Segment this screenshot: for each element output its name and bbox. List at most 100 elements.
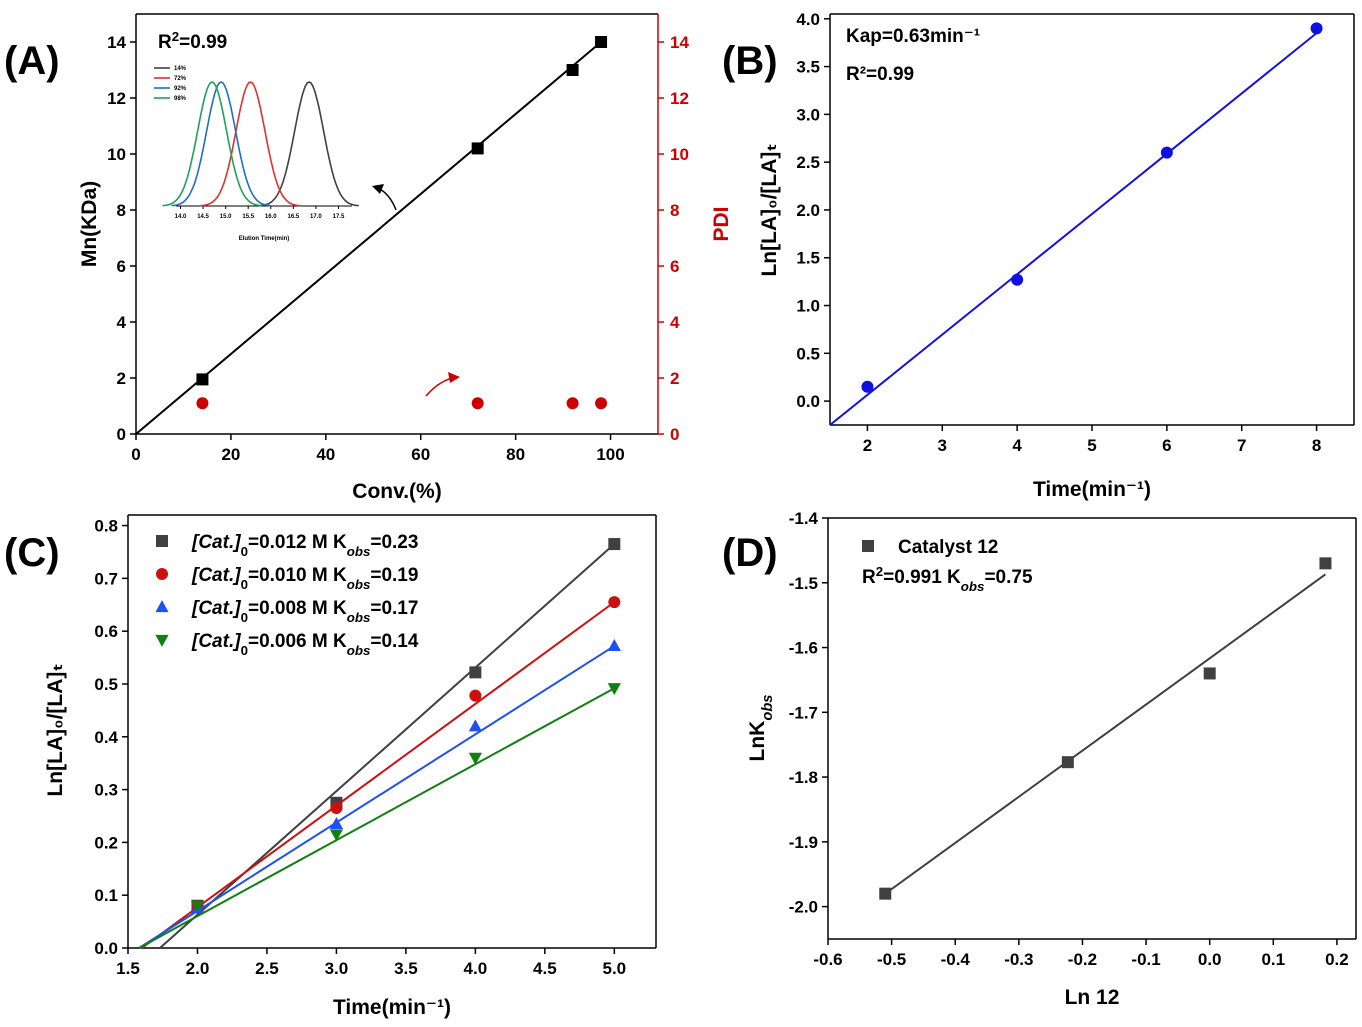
inset-x-label: Elution Time(min) bbox=[239, 236, 290, 242]
data-point bbox=[468, 752, 482, 765]
legend-marker bbox=[862, 540, 874, 552]
data-point bbox=[1203, 667, 1216, 680]
y-tick-label: 0.0 bbox=[94, 939, 118, 958]
inset-x-tick-label: 16.5 bbox=[287, 214, 299, 220]
inset-legend-label: 14% bbox=[174, 66, 187, 72]
y-tick-label: 0 bbox=[117, 425, 126, 444]
arrow-head bbox=[372, 184, 384, 194]
rate-annotation: Kap=0.63min⁻¹ bbox=[846, 26, 980, 47]
y-tick-label: 10 bbox=[670, 145, 689, 164]
data-point bbox=[879, 887, 892, 900]
y-tick-label: 0 bbox=[670, 425, 679, 444]
data-point bbox=[1011, 273, 1024, 286]
fit-line bbox=[829, 32, 1318, 426]
inset-legend-label: 72% bbox=[174, 76, 187, 82]
x-tick-label: 4.5 bbox=[533, 959, 557, 978]
data-point bbox=[469, 689, 482, 702]
y-tick-label: 8 bbox=[670, 201, 679, 220]
fit-annotation: R2=0.991 Kobs=0.75 bbox=[862, 564, 1033, 594]
y-tick-label: 1.0 bbox=[796, 297, 820, 316]
y-tick-label: 3.5 bbox=[796, 58, 820, 77]
inset-x-tick-label: 14.5 bbox=[197, 214, 209, 220]
y-tick-label: -1.7 bbox=[789, 703, 818, 722]
x-tick-label: 3.5 bbox=[394, 959, 418, 978]
x-tick-label: -0.5 bbox=[877, 950, 906, 969]
panel-c: (C) 1.5 2.0 2.5 3.0 3.5 4.0 4.5 5.0 0.0 0.1 0.2 0.3 0… bbox=[4, 514, 657, 1019]
y-tick-label: 0.0 bbox=[796, 392, 820, 411]
y-tick-label: 0.1 bbox=[94, 886, 118, 905]
x-tick-label: 2 bbox=[863, 436, 872, 455]
arrow-head bbox=[448, 372, 460, 383]
panel-d: (D) -0.6 -0.5 -0.4 -0.3 -0.2 -0.1 0.0 0.1 0.2 -2.0… bbox=[722, 509, 1357, 1009]
panel-label: (D) bbox=[722, 531, 778, 575]
data-point bbox=[608, 596, 621, 609]
x-tick-label: 4.0 bbox=[464, 959, 488, 978]
x-tick-label: 5 bbox=[1087, 436, 1096, 455]
y-tick-label: 2.5 bbox=[796, 153, 820, 172]
fit-line bbox=[141, 601, 615, 949]
legend-marker bbox=[155, 634, 169, 647]
data-point bbox=[1310, 22, 1323, 35]
y-tick-label: 10 bbox=[107, 145, 126, 164]
data-point bbox=[190, 900, 205, 913]
fit-line bbox=[138, 687, 615, 949]
x-axis-label: Time(min⁻¹) bbox=[333, 996, 451, 1019]
legend-entry: [Cat.]0=0.010 M Kobs=0.19 bbox=[191, 565, 418, 592]
y-tick-label: 6 bbox=[117, 257, 126, 276]
x-tick-label: 7 bbox=[1237, 436, 1246, 455]
fit-line bbox=[884, 573, 1327, 895]
inset-legend-label: 98% bbox=[174, 96, 187, 102]
legend-marker bbox=[155, 600, 169, 613]
inset-x-tick-label: 17.5 bbox=[333, 214, 345, 220]
data-point bbox=[330, 802, 343, 815]
data-point bbox=[607, 683, 621, 696]
inset-trace bbox=[200, 81, 301, 207]
x-axis-label: Ln 12 bbox=[1065, 986, 1120, 1009]
legend-entry: [Cat.]0=0.008 M Kobs=0.17 bbox=[191, 598, 418, 625]
fit-line bbox=[138, 645, 615, 949]
y-tick-label: 2 bbox=[117, 369, 126, 388]
arrow-to-right-axis bbox=[425, 377, 453, 397]
x-tick-label: 80 bbox=[506, 445, 525, 464]
data-point bbox=[1160, 146, 1173, 159]
inset-x-tick-label: 14.0 bbox=[175, 214, 187, 220]
x-axis-label: Time(min⁻¹) bbox=[1033, 478, 1151, 501]
y2-axis-label: PDI bbox=[710, 206, 733, 241]
mn-point bbox=[196, 373, 209, 386]
y-tick-label: 12 bbox=[107, 89, 126, 108]
x-tick-label: 2.5 bbox=[255, 959, 279, 978]
legend-marker bbox=[156, 535, 168, 547]
y-tick-label: 4.0 bbox=[796, 10, 820, 29]
data-point bbox=[469, 666, 482, 679]
y-tick-label: 0.7 bbox=[94, 569, 118, 588]
data-point bbox=[1319, 557, 1332, 570]
y-tick-label: 2.0 bbox=[796, 201, 820, 220]
y-tick-label: 1.5 bbox=[796, 249, 820, 268]
panel-b: (B) 2 3 4 5 6 7 8 0.0 0.5 1.0 1.5 2.0 2.5 3.0 3.5 4.0 Tim… bbox=[722, 10, 1355, 501]
r-squared-annotation: R²=0.99 bbox=[846, 64, 914, 85]
y-tick-label: 0.5 bbox=[796, 344, 820, 363]
legend-entry: [Cat.]0=0.006 M Kobs=0.14 bbox=[191, 631, 419, 658]
y-tick-label: -2.0 bbox=[789, 898, 818, 917]
x-tick-label: 20 bbox=[221, 445, 240, 464]
panel-label: (C) bbox=[4, 531, 60, 575]
legend-entry: [Cat.]0=0.012 M Kobs=0.23 bbox=[191, 532, 418, 559]
data-point bbox=[861, 380, 874, 393]
data-point bbox=[329, 829, 344, 842]
x-tick-label: 5.0 bbox=[602, 959, 626, 978]
y-axis-label: Ln[LA]₀/[LA]ₜ bbox=[758, 143, 781, 276]
y-tick-label: -1.8 bbox=[789, 768, 818, 787]
data-point bbox=[608, 538, 621, 551]
inset-trace bbox=[259, 81, 359, 207]
y-tick-label: 0.2 bbox=[94, 833, 118, 852]
y-tick-label: -1.4 bbox=[789, 509, 819, 528]
x-tick-label: -0.1 bbox=[1131, 950, 1160, 969]
x-tick-label: 2.0 bbox=[186, 959, 210, 978]
inset-x-tick-label: 15.5 bbox=[242, 214, 254, 220]
mn-point bbox=[566, 64, 579, 76]
data-point bbox=[1061, 756, 1074, 769]
inset-x-tick-label: 17.0 bbox=[310, 214, 322, 220]
y-tick-label: -1.5 bbox=[789, 574, 818, 593]
y-tick-label: 8 bbox=[117, 201, 126, 220]
x-tick-label: 0.1 bbox=[1261, 950, 1285, 969]
